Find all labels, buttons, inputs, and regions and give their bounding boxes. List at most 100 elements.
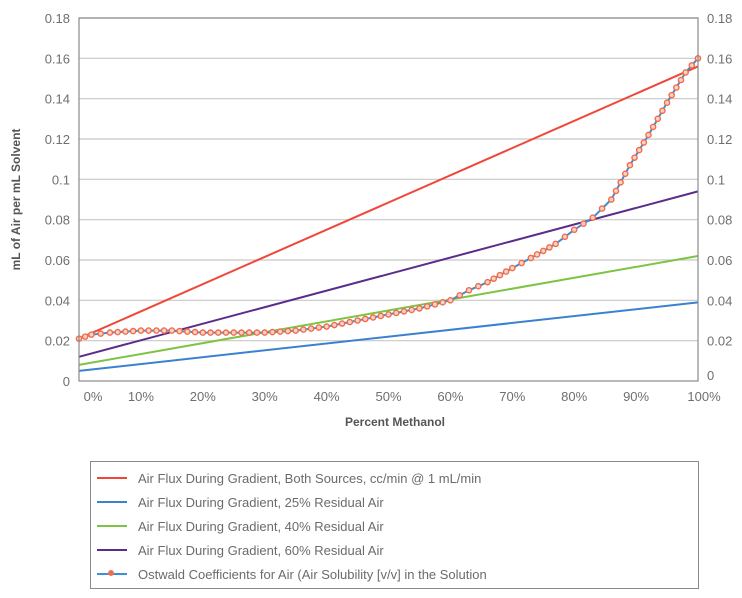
data-point-marker [114,328,121,336]
data-point-marker [300,326,307,333]
data-point-marker [106,329,114,336]
x-tick-label: 80% [561,389,587,404]
data-point-marker [645,131,652,139]
data-point-marker [527,254,535,262]
data-point-marker [331,321,338,329]
data-point-marker [276,328,284,335]
y-tick-label-right: 0.04 [707,293,732,308]
data-point-marker [621,170,629,178]
x-tick-label: 90% [623,389,649,404]
data-point-marker [456,291,463,299]
y-axis-title: mL of Air per mL Solvent [9,129,23,271]
legend-label: Air Flux During Gradient, 25% Residual A… [138,494,384,510]
data-point-marker [323,323,330,330]
y-axis-right-ticks: 0 0.02 0.04 0.06 0.08 0.1 0.12 0.14 0.16 0.18 [707,11,732,383]
data-point-marker [97,330,104,337]
y-tick-label-right: 0.02 [707,334,732,349]
data-point-marker [474,282,482,290]
data-point-marker [392,309,400,317]
x-tick-label: 60% [437,389,463,404]
data-point-marker [654,115,662,123]
marker-dot-icon [108,570,114,576]
data-point-marker [307,325,315,332]
y-tick-label-right: 0.16 [707,51,732,66]
data-point-marker [682,69,689,76]
series-line-1 [78,301,699,372]
legend-item-40-residual: Air Flux During Gradient, 40% Residual A… [97,516,384,536]
series-line-2 [78,255,699,366]
data-point-marker [518,259,525,267]
data-point-marker [668,91,675,99]
data-point-marker [598,205,606,212]
data-point-marker [663,99,671,106]
data-point-marker [533,251,541,258]
y-tick-label-left: 0.02 [45,334,70,349]
series-line-0 [78,65,699,340]
data-point-marker [199,329,207,336]
data-point-marker [81,333,89,340]
y-tick-label-left: 0 [63,374,70,389]
legend-swatch-purple-line [97,540,127,560]
legend-label: Air Flux During Gradient, 40% Residual A… [138,518,384,534]
data-point-marker [214,329,222,336]
data-point-marker [230,329,238,336]
y-tick-label-right: 0.12 [707,132,732,147]
data-point-marker [253,329,261,336]
data-point-marker [315,324,323,331]
series-layer [75,55,702,372]
data-point-marker [88,331,95,338]
y-tick-label-left: 0.08 [45,213,70,228]
data-point-marker [552,240,559,248]
data-point-marker [346,318,354,326]
data-point-marker [261,329,269,336]
x-tick-label: 0% [84,389,103,404]
x-tick-label: 100% [687,389,721,404]
data-point-marker [546,244,553,251]
data-point-marker [580,220,587,227]
plot-frame [78,17,699,382]
y-tick-label-right: 0.14 [707,92,732,107]
data-point-marker [137,327,145,334]
data-point-marker [649,123,657,131]
y-tick-label-left: 0.18 [45,11,70,26]
legend-item-ostwald: Ostwald Coefficients for Air (Air Solubi… [97,564,487,584]
legend-swatch-red-line [97,468,127,488]
y-tick-label-left: 0.14 [45,92,70,107]
y-tick-label-right: 0.06 [707,253,732,268]
y-tick-label-right: 0.1 [707,172,725,187]
line-chart: 0 0.02 0.04 0.06 0.08 0.1 0.12 0.14 0.16 0.18 0 0.… [9,11,732,429]
data-point-marker [617,179,624,186]
data-point-marker [284,327,292,335]
data-point-marker [423,303,431,310]
data-point-marker [673,84,680,91]
data-point-marker [589,214,597,221]
x-axis-ticks: 0% 10% 20% 30% 40% 50% 60% 70% 80% 90% 100% [84,389,721,404]
data-point-marker [408,306,416,314]
x-tick-label: 70% [499,389,525,404]
x-tick-label: 30% [252,389,278,404]
data-point-marker [416,305,423,312]
data-point-marker [640,139,648,146]
data-point-marker [207,329,214,336]
data-point-marker [222,329,230,336]
data-point-marker [561,233,569,241]
data-point-marker [354,317,361,324]
data-point-marker [635,146,643,154]
data-point-marker [465,286,473,294]
data-point-marker [377,312,385,320]
data-point-marker [608,196,615,203]
data-point-marker [570,226,578,234]
data-point-marker [122,328,129,335]
y-tick-label-left: 0.1 [52,172,70,187]
x-tick-label: 20% [190,389,216,404]
data-point-marker [688,62,696,69]
x-tick-label: 10% [128,389,154,404]
y-axis-left-ticks: 0 0.02 0.04 0.06 0.08 0.1 0.12 0.14 0.16 0.18 [45,11,70,389]
y-tick-label-right: 0 [707,368,714,383]
data-point-marker [245,329,253,336]
data-point-marker [484,278,491,286]
data-point-marker [191,328,199,336]
data-point-marker [631,154,638,161]
data-point-marker [400,308,408,315]
legend-swatch-line-with-marker [97,564,127,584]
